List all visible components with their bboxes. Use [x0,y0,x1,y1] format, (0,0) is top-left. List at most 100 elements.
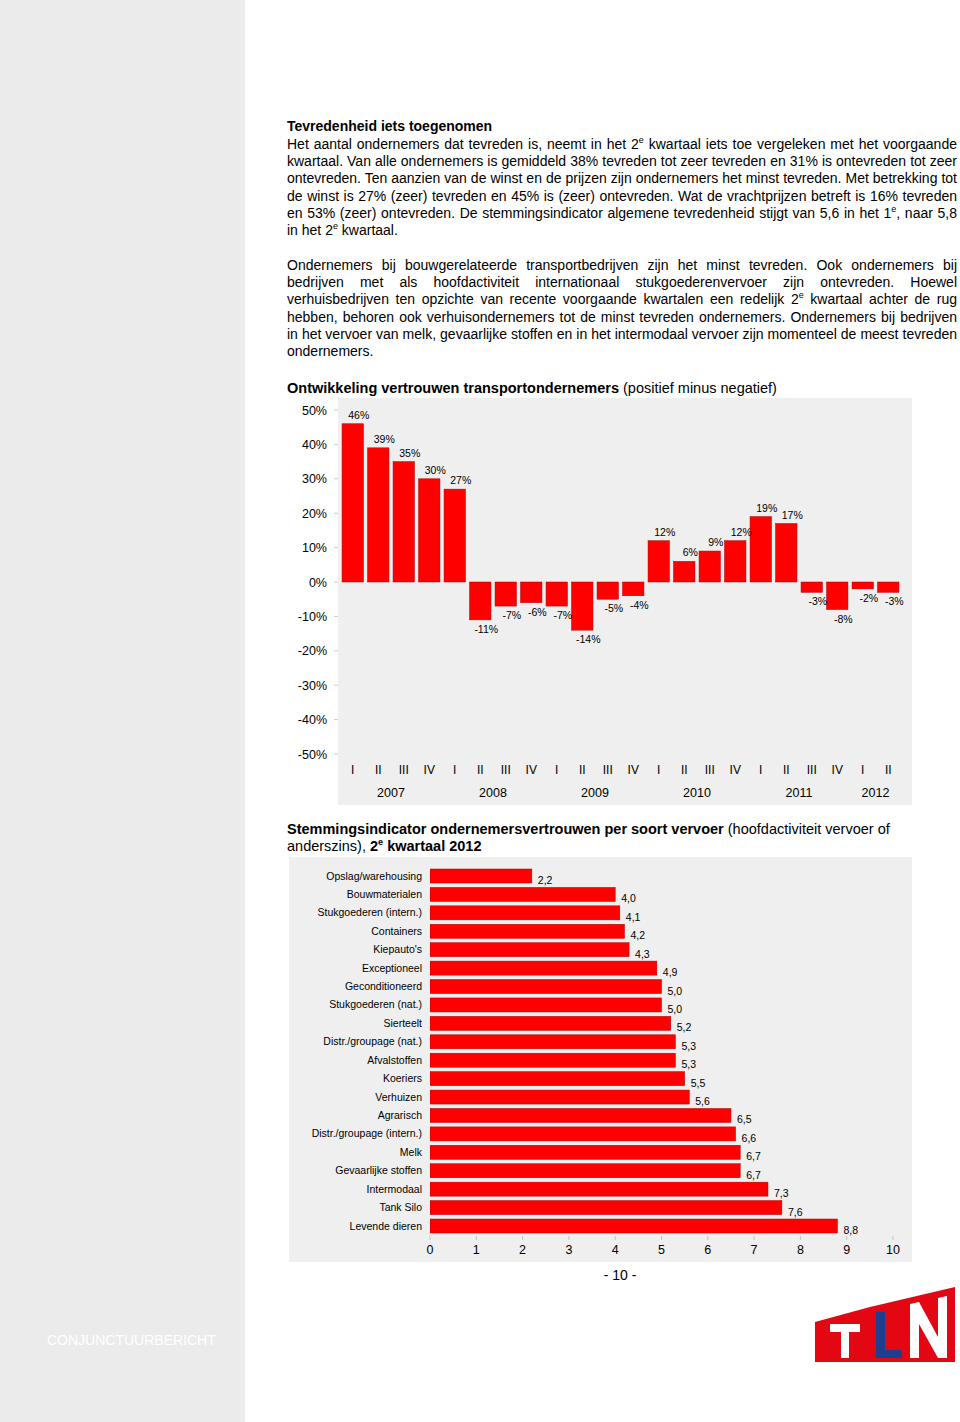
data-label: 4,1 [626,911,641,923]
bar [430,1182,768,1196]
tick-label: -20% [298,644,327,658]
data-label: 4,3 [635,948,650,960]
bar [470,582,491,620]
tick-mark [334,719,338,720]
bar [648,541,669,582]
bar [674,561,695,582]
category-label: III [501,763,511,777]
group-label: 2009 [581,786,609,800]
category-label: Distr./groupage (intern.) [312,1127,422,1139]
bar [827,582,848,610]
tick-label: 50% [302,404,327,418]
category-label: Stukgoederen (intern.) [318,906,422,918]
category-label: IV [832,763,843,777]
data-label: 8,8 [843,1224,858,1236]
category-label: Bouwmaterialen [347,888,422,900]
category-label: I [861,763,864,777]
text-run: e [378,837,383,847]
tick-label: 30% [302,472,327,486]
data-label: 4,2 [630,929,645,941]
tick-label: 4 [612,1243,619,1257]
data-label: 35% [399,447,420,459]
category-label: Koeriers [383,1072,422,1084]
tick-label: 20% [302,507,327,521]
category-label: Opslag/warehousing [326,870,422,882]
data-label: 19% [756,502,777,514]
bar [776,524,797,582]
tick-mark [661,1236,662,1240]
tick-label: 0% [309,576,327,590]
bar [430,1164,740,1178]
category-label: Levende dieren [350,1220,423,1232]
chart: -50%-40%-30%-20%-10%0%10%20%30%40%50%46%… [0,395,960,815]
footer: CONJUNCTUURBERICHT [47,1332,216,1348]
data-label: 5,3 [681,1058,696,1070]
logo-shape [815,1307,870,1362]
group-label: 2008 [479,786,507,800]
category-label: IV [424,763,435,777]
paragraph: Ondernemers bij bouwgerelateerde transpo… [287,257,957,360]
group-label: 2011 [786,786,813,800]
bar [368,448,389,582]
tick-mark [846,1236,847,1240]
bar [430,1145,740,1159]
bar [495,582,516,606]
chart-title: Ontwikkeling vertrouwen transportonderne… [287,380,947,397]
tick-mark [334,478,338,479]
data-label: 30% [425,464,446,476]
category-label: Verhuizen [375,1091,422,1103]
category-label: II [885,763,892,777]
bar [725,541,746,582]
bar [597,582,618,599]
category-label: Distr./groupage (nat.) [323,1035,422,1047]
data-label: -7% [553,609,572,621]
category-label: IV [730,763,741,777]
bar [801,582,822,592]
chart-title: Stemmingsindicator ondernemersvertrouwen… [287,821,947,855]
bar [572,582,593,630]
group-label: 2007 [377,786,405,800]
category-label: III [603,763,613,777]
bar [430,961,657,975]
data-label: -3% [808,595,827,607]
data-labels: 2,24,04,14,24,34,95,05,05,25,35,35,55,66… [538,874,858,1236]
data-label: -11% [474,623,498,635]
data-label: 5,0 [668,985,683,997]
tick-label: 7 [751,1243,758,1257]
data-label: -7% [502,609,521,621]
data-label: 6,6 [742,1132,757,1144]
bar [342,424,363,582]
text-run: 2 [370,838,378,854]
bar [430,1219,837,1233]
heading: Tevredenheid iets toegenomen [287,118,957,135]
category-label: Tank Silo [379,1201,422,1213]
category-label: I [657,763,660,777]
bar [521,582,542,603]
category-label: Exceptioneel [362,962,422,974]
tick-mark [754,1236,755,1240]
data-label: 5,0 [668,1003,683,1015]
bar [430,980,662,994]
bar [430,1072,685,1086]
category-label: II [681,763,688,777]
category-label: Gevaarlijke stoffen [335,1164,422,1176]
text-run: Ontwikkeling vertrouwen transportonderne… [287,380,619,396]
tick-mark [334,410,338,411]
bar [623,582,644,596]
logo-shape [870,1287,955,1362]
category-label: I [555,763,558,777]
data-label: 5,2 [677,1021,692,1033]
category-label: Agrarisch [378,1109,423,1121]
text-run: Het aantal ondernemers dat tevreden is, … [287,136,639,152]
data-label: 6,7 [746,1150,761,1162]
tick-label: 1 [473,1243,480,1257]
tick-mark [334,616,338,617]
side-strip [0,0,245,1422]
tick-mark [615,1236,616,1240]
bar [430,906,620,920]
bar [699,551,720,582]
bar [419,479,440,582]
page-number: - 10 - [560,1267,680,1283]
category-label: Sierteelt [383,1017,422,1029]
category-label: Afvalstoffen [367,1054,422,1066]
